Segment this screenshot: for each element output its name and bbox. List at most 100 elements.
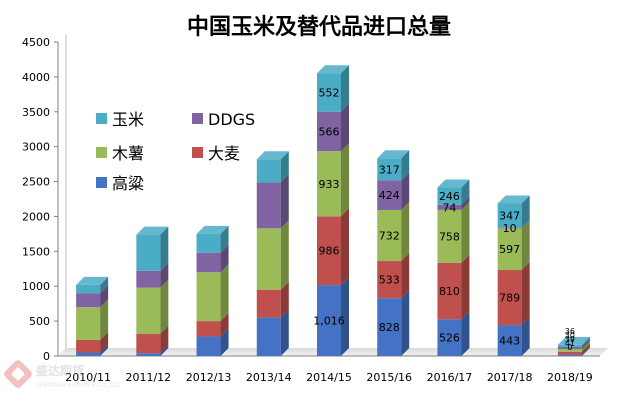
data-label: 732 — [379, 229, 400, 242]
bar-segment — [76, 293, 101, 308]
bar-segment-side — [160, 345, 169, 356]
bar-segment-side — [581, 336, 590, 347]
bar-segment — [497, 203, 522, 228]
bar-segment-side — [401, 150, 410, 181]
data-label: 828 — [379, 321, 400, 334]
data-label: 789 — [499, 292, 520, 305]
data-label: 424 — [379, 189, 400, 202]
bar-segment-side — [220, 225, 229, 253]
data-label: 933 — [319, 178, 340, 191]
data-label-group: 1,016 986 933 566 552 828 533 732 424 317 526 810 75… — [313, 86, 575, 352]
bar-segment-side — [521, 195, 530, 228]
bar-segment-side — [461, 196, 470, 210]
chart-title: 中国玉米及替代品进口总量 — [187, 14, 451, 40]
bar-top — [557, 336, 590, 345]
bar-top — [317, 65, 349, 74]
bar-segment — [317, 73, 341, 112]
bar-segment-side — [521, 262, 530, 326]
bar-segment — [136, 287, 161, 334]
bar-top — [377, 150, 410, 159]
bar-segment-side — [581, 341, 590, 352]
data-label: 758 — [439, 230, 460, 243]
bar-segment — [437, 209, 462, 263]
bar-segment — [437, 319, 462, 356]
bar-segment-side — [581, 343, 590, 355]
data-label: 443 — [499, 335, 520, 348]
data-label: 533 — [379, 274, 400, 287]
x-tick-label: 2010/11 — [65, 371, 111, 384]
y-tick-label: 4500 — [22, 36, 50, 49]
bar-top — [497, 195, 530, 204]
bar-segment — [377, 180, 402, 210]
bar-segment-side — [100, 285, 109, 308]
bar-segment-side — [280, 220, 289, 290]
bar-segment-side — [160, 226, 169, 271]
y-tick-label: 2500 — [22, 176, 50, 189]
bar-segment — [256, 317, 281, 356]
data-label: 30 — [565, 331, 575, 340]
data-label: 347 — [499, 210, 520, 223]
bar-segment — [136, 234, 161, 271]
bar-segment — [196, 321, 221, 337]
y-tick-label: 500 — [29, 315, 50, 328]
data-label: 0 — [567, 343, 572, 352]
data-label: 74 — [442, 201, 456, 214]
bar-segment — [196, 233, 221, 253]
y-tick-label: 0 — [43, 350, 50, 363]
bar-segment — [196, 252, 221, 273]
y-axis-ticks: 0 500 1000 1500 2000 2500 3000 3500 4000 4500 — [22, 36, 58, 363]
bar-segment-side — [581, 346, 590, 356]
bar-segment-side — [521, 220, 530, 271]
legend-swatch — [96, 147, 107, 158]
bar-segment-side — [100, 299, 109, 340]
bar-segment-side — [341, 277, 349, 356]
y-tick-label: 1000 — [22, 280, 50, 293]
bar-segment-side — [280, 174, 289, 229]
watermark-logo-icon — [4, 360, 32, 388]
watermark-logo: 盛达期货 SHENGDA FUTURES CO.,LTD — [4, 360, 121, 389]
watermark-subtext: SHENGDA FUTURES CO.,LTD — [36, 382, 121, 389]
bar-segment — [497, 228, 522, 271]
x-tick-label: 2014/15 — [306, 371, 352, 384]
bar-segment — [136, 353, 161, 356]
bar-segment-side — [341, 143, 349, 217]
bar-segment-side — [401, 201, 410, 262]
bar-segment — [377, 158, 402, 181]
bar-segment-side — [401, 172, 410, 210]
x-axis-labels: 2010/11 2011/12 2012/13 2013/14 2014/15 2015/… — [65, 371, 592, 384]
bar-top — [437, 179, 470, 188]
bar-top — [76, 276, 109, 285]
bar-segment — [76, 352, 101, 356]
y-tick-label: 2000 — [22, 210, 50, 223]
bar-segment — [377, 298, 402, 356]
data-label: 986 — [319, 245, 340, 258]
bar-segment — [377, 261, 402, 299]
bar-segment — [76, 307, 101, 340]
x-tick-label: 2017/18 — [487, 371, 533, 384]
bar-segment-side — [461, 201, 470, 263]
bar-segment — [557, 346, 582, 350]
bar-segment — [256, 159, 281, 183]
data-label: 10 — [503, 222, 517, 235]
data-label: 41 — [565, 339, 575, 348]
bar-segment-side — [461, 179, 470, 205]
bar-segment-side — [461, 311, 470, 356]
bar-segment — [557, 354, 582, 356]
bar-segment-side — [521, 317, 530, 356]
legend-label: 高粱 — [112, 174, 144, 193]
data-label: 246 — [439, 190, 460, 203]
bar-segment-side — [160, 325, 169, 354]
bar-top — [196, 225, 229, 234]
bar-segment — [497, 227, 522, 229]
bar-segment-side — [341, 65, 349, 112]
legend-label: DDGS — [208, 110, 255, 129]
x-tick-label: 2012/13 — [186, 371, 232, 384]
bar-segment — [317, 216, 341, 286]
bar-segment — [196, 272, 221, 322]
bar-segment — [497, 325, 522, 356]
bar-segment-side — [220, 313, 229, 337]
x-tick-label: 2016/17 — [427, 371, 473, 384]
legend-label: 木薯 — [112, 144, 144, 163]
bar-segment-side — [100, 344, 109, 356]
